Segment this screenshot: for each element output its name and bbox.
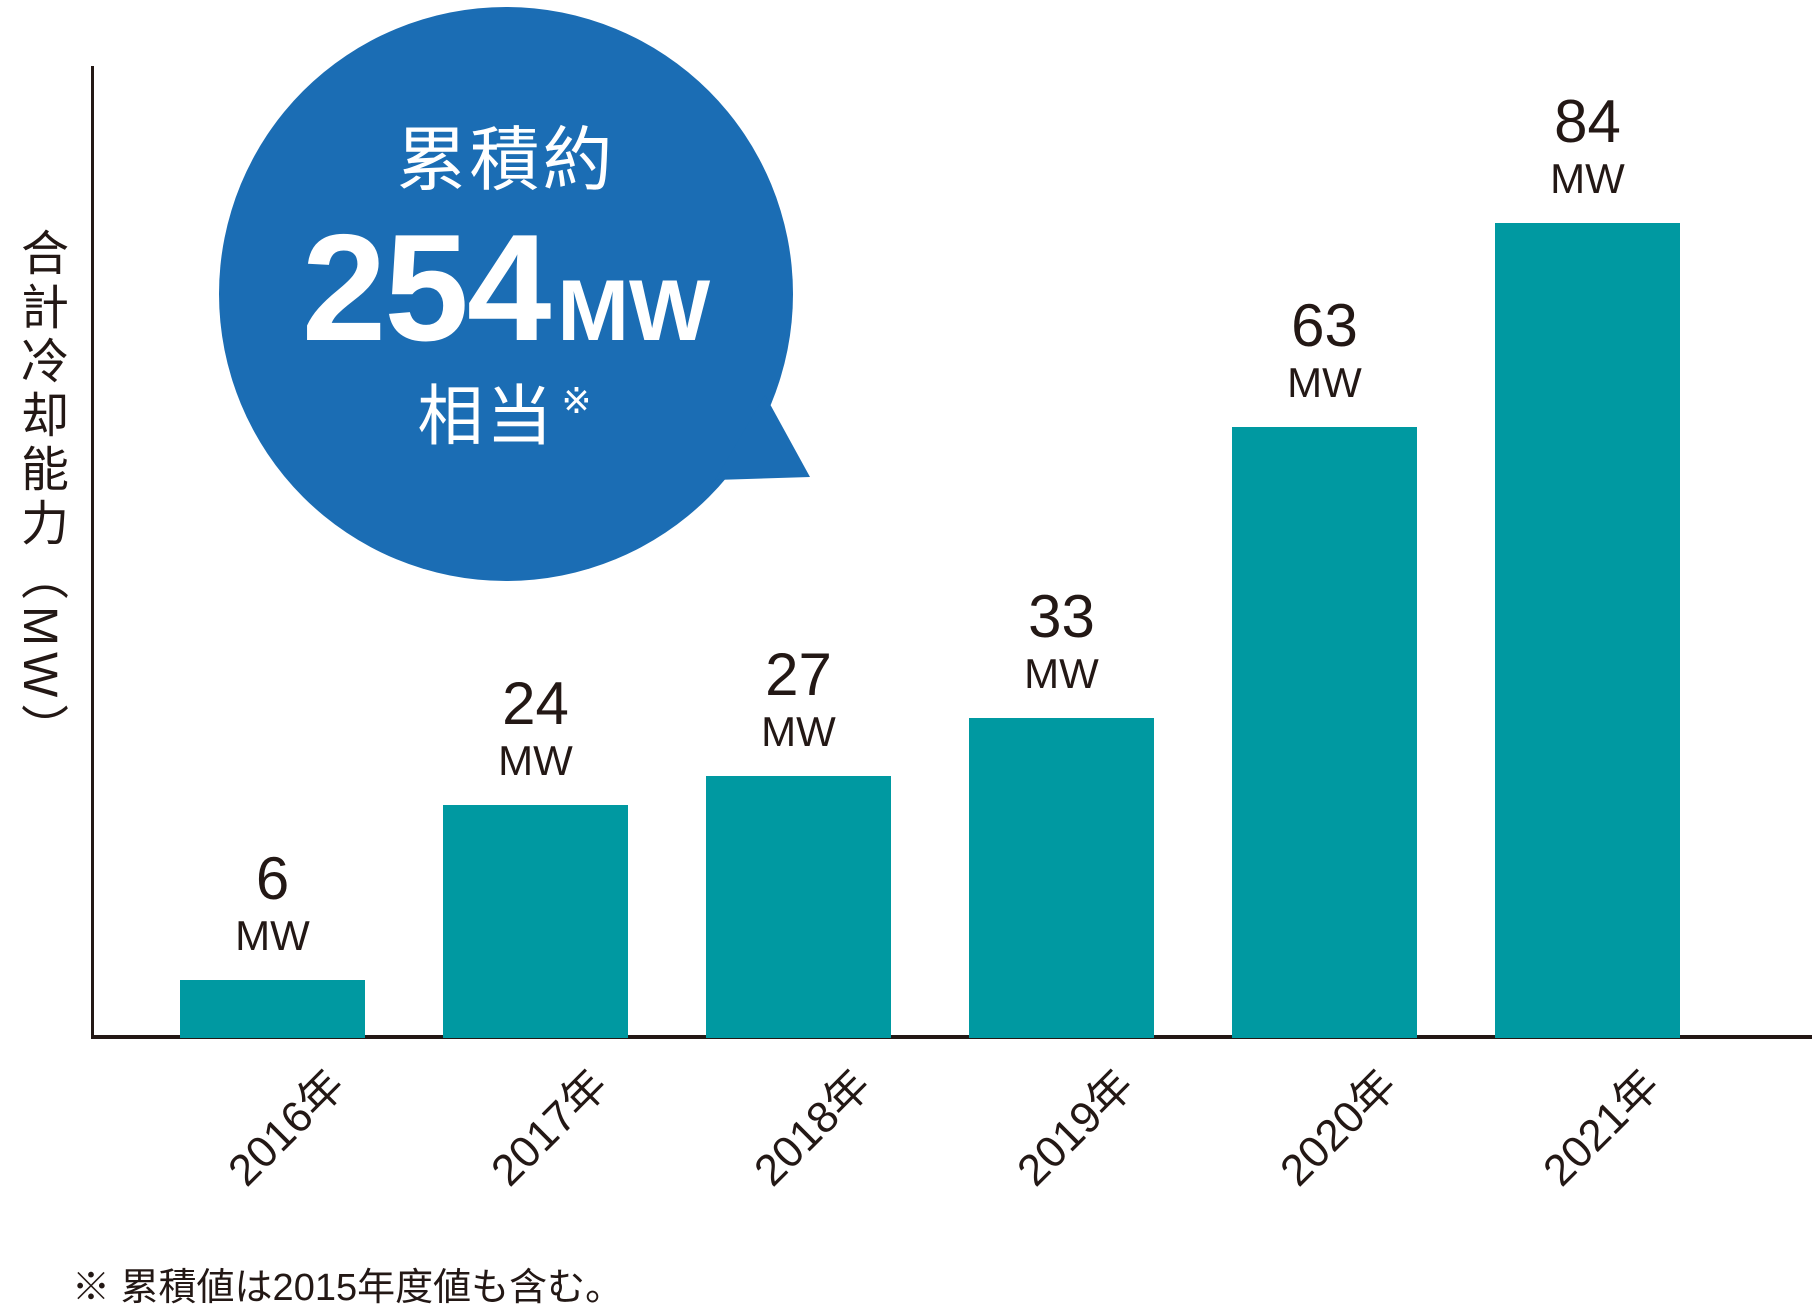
y-axis-line — [91, 66, 94, 1038]
bubble-note-mark: ※ — [561, 379, 595, 421]
bubble-value-row: 254 MW — [302, 212, 710, 364]
bubble-line1: 累積約 — [396, 120, 616, 199]
footnote: ※ 累積値は2015年度値も含む。 — [72, 1267, 624, 1309]
bar-value-number: 6 — [255, 845, 290, 912]
bar-value-label: 84 MW — [1438, 89, 1738, 203]
bar-value-label: 63 MW — [1175, 293, 1475, 407]
bar — [1232, 427, 1417, 1038]
bar-value-number: 33 — [1028, 583, 1095, 650]
x-axis-tick-label: 2018年 — [744, 1060, 880, 1196]
bubble-value: 254 — [301, 202, 552, 373]
speech-bubble-text: 累積約 254 MW 相当 ※ — [215, 3, 797, 581]
x-axis-line — [91, 1035, 1812, 1039]
bubble-line3: 相当 ※ — [417, 376, 594, 467]
bar-value-number: 84 — [1554, 88, 1621, 155]
x-axis-tick-label: 2020年 — [1270, 1060, 1406, 1196]
bar-value-unit: MW — [1024, 650, 1099, 697]
bar — [443, 805, 628, 1038]
bar-value-unit: MW — [761, 708, 836, 755]
bar — [180, 980, 365, 1038]
speech-bubble-shape — [219, 7, 810, 581]
bar — [1495, 223, 1680, 1038]
bar-value-number: 63 — [1291, 292, 1358, 359]
x-axis-tick-label: 2016年 — [218, 1060, 354, 1196]
bar-value-number: 24 — [502, 670, 569, 737]
y-axis-title: 合計冷却能力（MW） — [13, 228, 66, 758]
bar-value-unit: MW — [235, 912, 310, 959]
bubble-unit: MW — [557, 262, 711, 359]
x-axis-tick-label: 2021年 — [1533, 1060, 1669, 1196]
bar-value-label: 33 MW — [912, 584, 1212, 698]
x-axis-tick-label: 2019年 — [1007, 1060, 1143, 1196]
bar — [706, 776, 891, 1038]
bar-value-label: 24 MW — [386, 671, 686, 785]
bar-value-unit: MW — [498, 737, 573, 784]
bar-value-unit: MW — [1287, 359, 1362, 406]
bar-value-label: 27 MW — [649, 642, 949, 756]
bar-value-label: 6 MW — [123, 846, 423, 960]
x-axis-tick-label: 2017年 — [481, 1060, 617, 1196]
bar-value-unit: MW — [1550, 155, 1625, 202]
bar — [969, 718, 1154, 1038]
bubble-line3-text: 相当 — [417, 378, 556, 453]
bar-value-number: 27 — [765, 641, 832, 708]
